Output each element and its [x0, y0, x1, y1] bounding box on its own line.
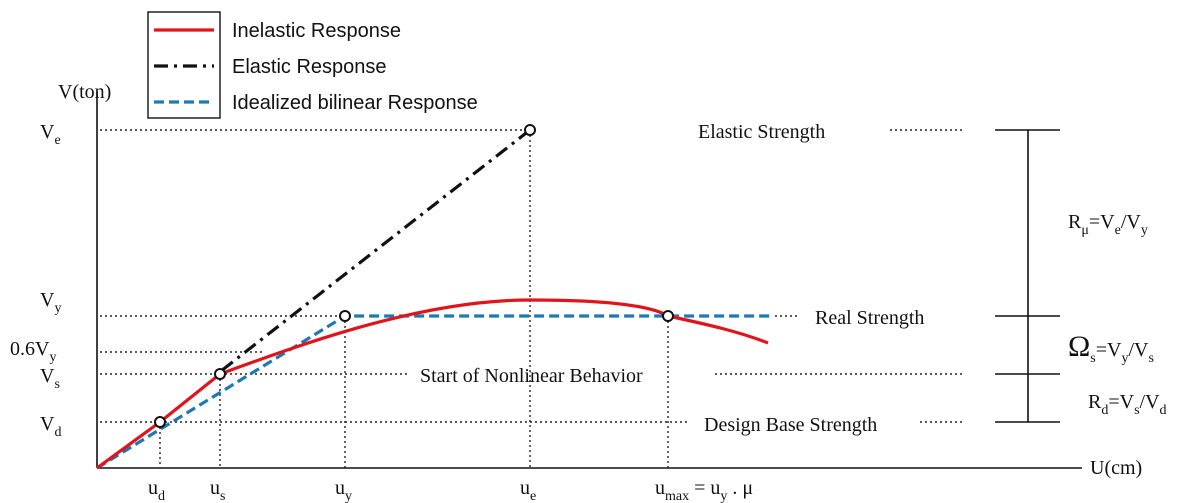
legend-label: Elastic Response — [232, 56, 387, 78]
x-point-label-part: u — [210, 477, 220, 499]
x-point-label-part: y — [720, 489, 727, 503]
ratio-label-part: e — [1115, 223, 1121, 238]
legend-label: Idealized bilinear Response — [232, 92, 478, 114]
x-point-label: ue — [520, 477, 536, 503]
x-axis-label: U(cm) — [1090, 457, 1142, 479]
ratio-label-part: s — [1090, 351, 1095, 366]
y-level-label-part: 0.6V — [10, 338, 50, 360]
y-level-label-part: s — [54, 377, 59, 392]
legend-label: Inelastic Response — [232, 20, 401, 42]
x-point-label-part: u — [148, 477, 158, 499]
y-level-label: Vd — [40, 413, 61, 440]
x-point-label-part: d — [158, 489, 165, 503]
x-point-label-part: u — [655, 477, 665, 499]
y-level-label-part: d — [54, 425, 61, 440]
ratio-label: Ωs=Vy/Vs — [1068, 330, 1154, 366]
ratio-label-part: μ — [1081, 223, 1089, 238]
x-point-label-part: = u — [689, 477, 720, 499]
y-level-label-part: y — [54, 301, 61, 316]
ratio-label-part: d — [1101, 403, 1108, 418]
ratio-label-part: d — [1160, 403, 1167, 418]
ratio-label-part: /V — [1121, 211, 1142, 233]
y-level-label: Vy — [40, 289, 61, 316]
y-level-label: Vs — [40, 365, 60, 392]
y-level-label-part: y — [49, 350, 56, 365]
ratio-label-part: =V — [1108, 391, 1134, 413]
x-point-label: umax = uy . μ — [655, 477, 753, 503]
y-level-label-part: V — [40, 413, 55, 435]
ratio-label-part: /V — [1140, 391, 1161, 413]
y-level-label-part: V — [40, 121, 55, 143]
x-point-label: us — [210, 477, 225, 503]
y-level-label: Ve — [40, 121, 61, 148]
guide-lines — [100, 129, 965, 468]
ratio-label-part: s — [1134, 403, 1139, 418]
ratio-label: Rd=Vs/Vd — [1088, 391, 1167, 418]
y-level-label-part: V — [40, 289, 55, 311]
x-point-label: uy — [335, 477, 352, 503]
ratio-label-part: R — [1088, 391, 1102, 413]
ratio-label-part: =V — [1089, 211, 1115, 233]
ratio-label-part: R — [1068, 211, 1082, 233]
y-axis-label: V(ton) — [58, 81, 111, 103]
x-point-label-part: . μ — [727, 477, 753, 499]
x-point-label-part: u — [520, 477, 530, 499]
key-points — [154, 124, 674, 428]
x-point-label-part: y — [345, 489, 352, 503]
elastic-curve — [220, 128, 531, 373]
x-point-label: ud — [148, 477, 165, 503]
ratio-bracket — [995, 129, 1060, 423]
x-point-label-part: max — [665, 489, 689, 503]
y-level-label-part: e — [54, 133, 60, 148]
legend-box — [147, 11, 221, 119]
y-level-label: 0.6Vy — [10, 338, 56, 365]
ratio-label-part: y — [1121, 351, 1128, 366]
annotation: Design Base Strength — [704, 414, 877, 436]
annotation: Start of Nonlinear Behavior — [420, 365, 643, 387]
ratio-label-part: s — [1148, 351, 1153, 366]
annotation: Elastic Strength — [698, 121, 825, 143]
ratio-label-part: Ω — [1068, 330, 1090, 363]
ratio-label: Rμ=Ve/Vy — [1068, 211, 1148, 238]
x-point-label-part: s — [220, 489, 225, 503]
y-level-label-part: V — [40, 365, 55, 387]
x-point-label-part: e — [530, 489, 536, 503]
ratio-label-part: =V — [1096, 339, 1122, 361]
ratio-label-part: /V — [1128, 339, 1149, 361]
ratio-label-part: y — [1141, 223, 1148, 238]
inelastic-curve — [96, 298, 769, 470]
annotation: Real Strength — [815, 307, 924, 329]
x-point-label-part: u — [335, 477, 345, 499]
